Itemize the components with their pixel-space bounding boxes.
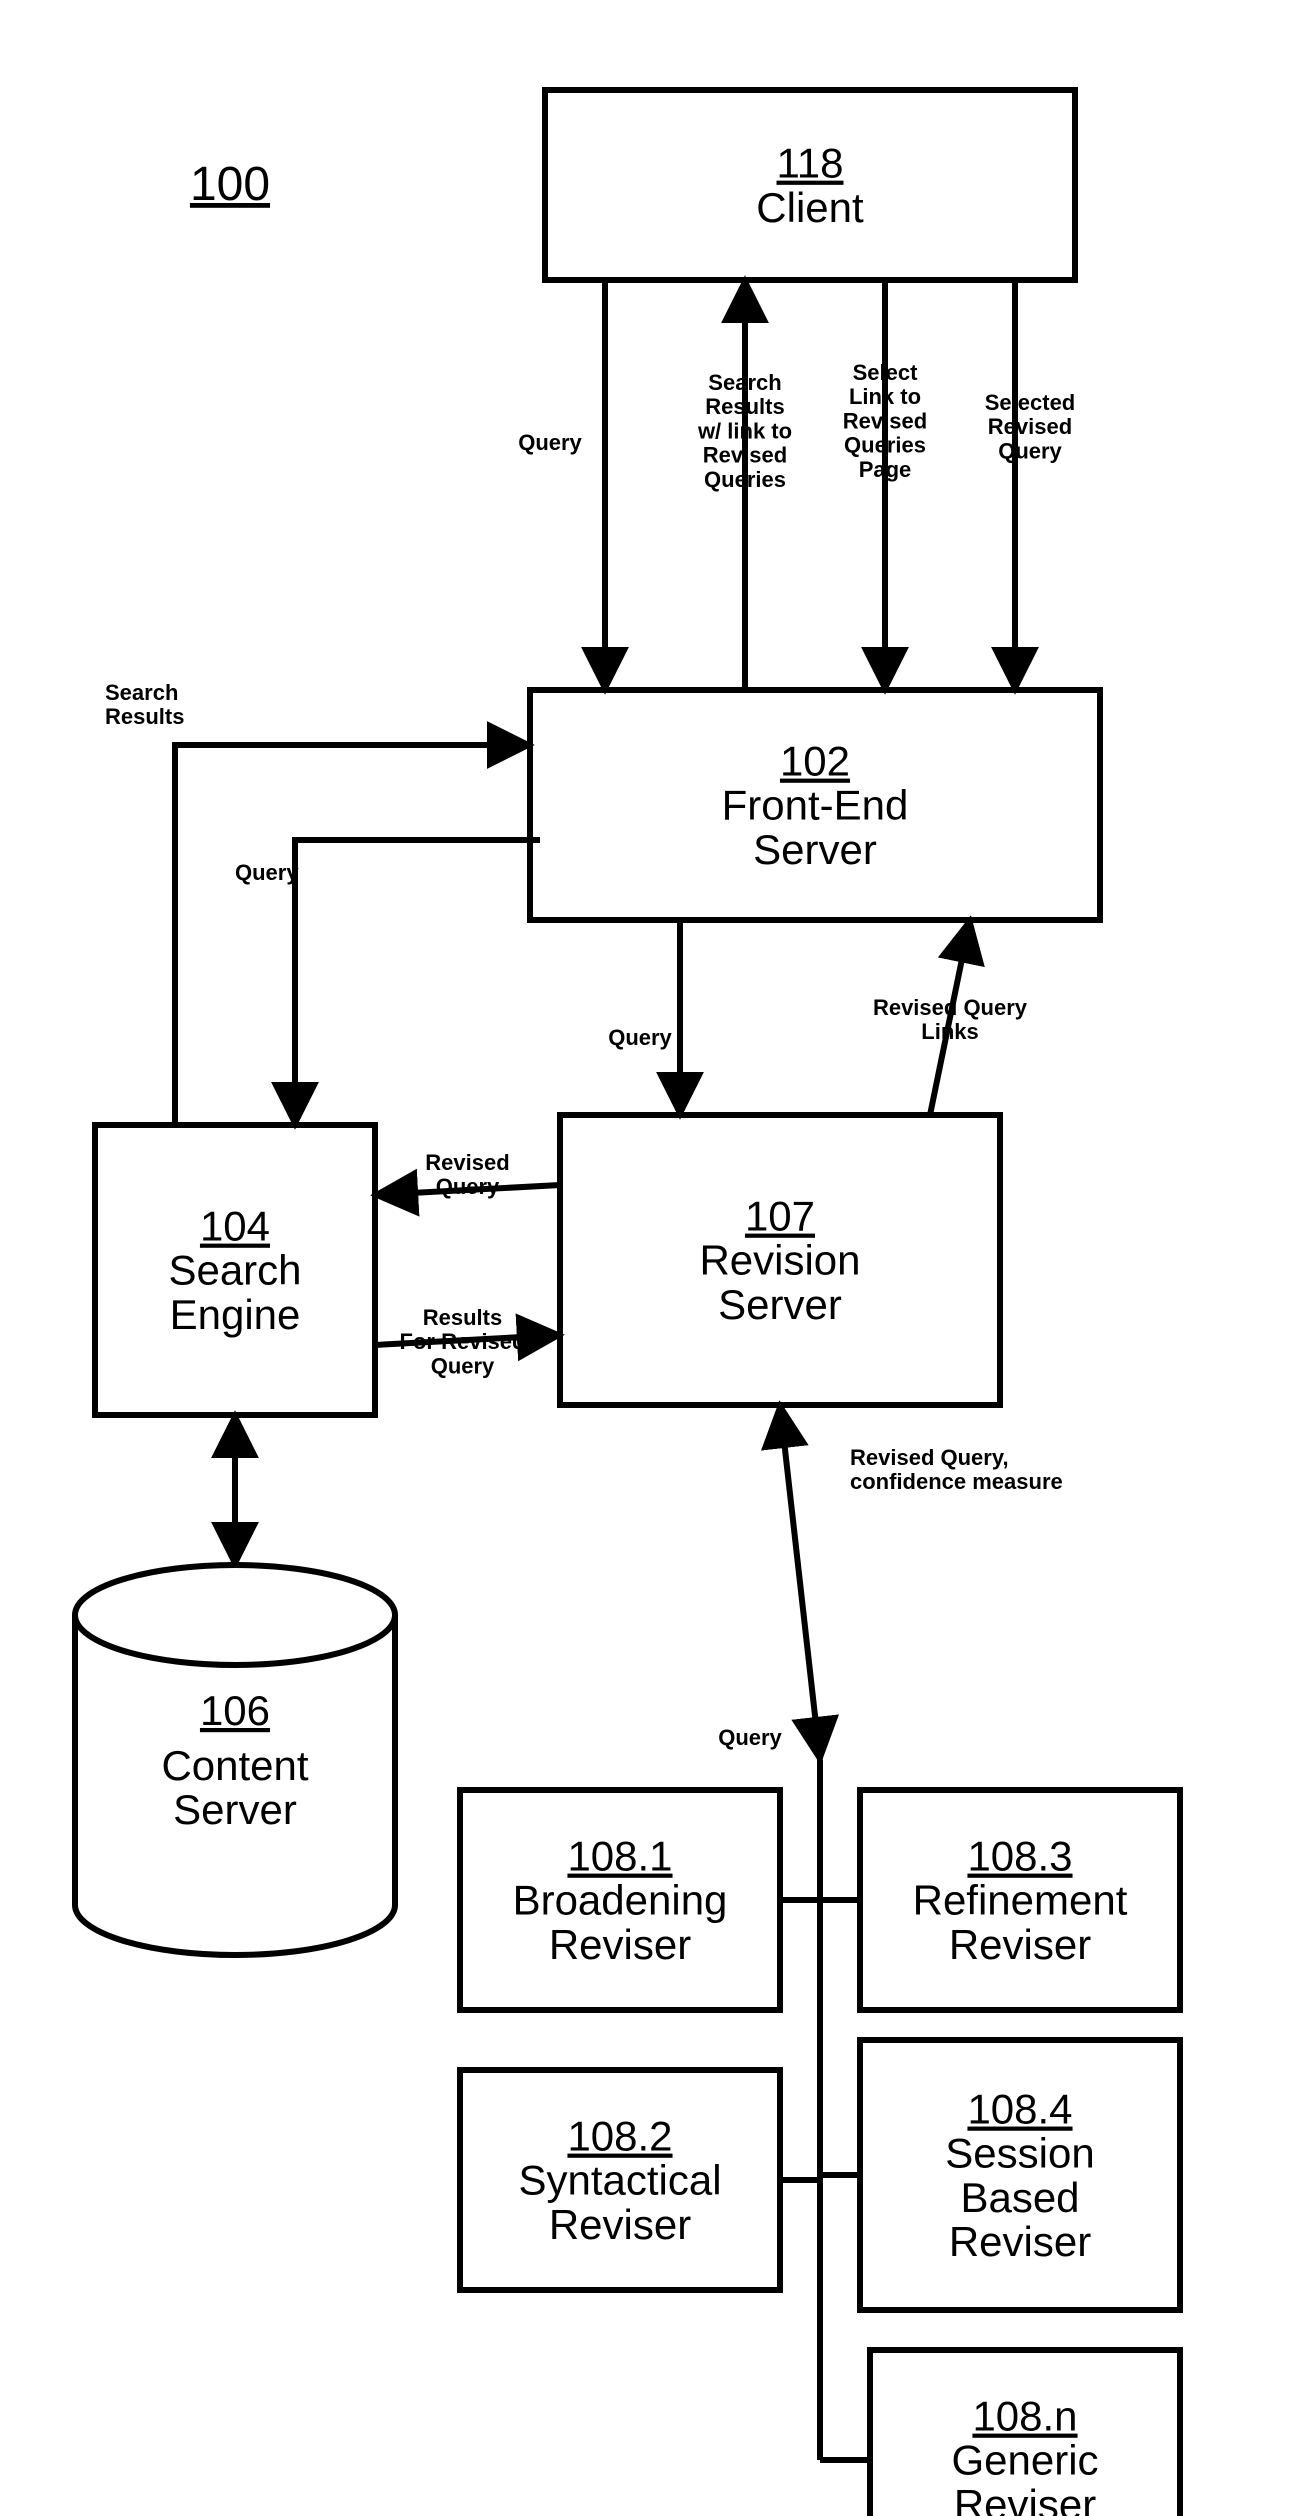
edge-query-to-se (295, 840, 540, 1125)
edge-label-e2: SearchResultsw/ link toRevisedQueries (697, 370, 792, 492)
node-text-content: ContentServer (161, 1742, 308, 1833)
node-text-rn: GenericReviser (951, 2437, 1098, 2516)
edge-label-e9: RevisedQuery (425, 1150, 509, 1199)
edge-rev-bus-top (780, 1405, 820, 1760)
edge-label-e10: ResultsFor RevisedQuery (400, 1305, 526, 1378)
figure-label: 100 (190, 158, 270, 211)
node-text-r3: RefinementReviser (913, 1877, 1128, 1968)
node-text-revision: RevisionServer (699, 1237, 860, 1328)
node-text-r4: SessionBasedReviser (945, 2130, 1094, 2265)
edge-label-e5: SearchResults (105, 680, 184, 729)
node-num-client: 118 (777, 140, 844, 187)
node-num-frontend: 102 (780, 738, 850, 785)
node-text-searchEngine: SearchEngine (168, 1247, 301, 1338)
edge-search-results (175, 745, 530, 1125)
node-num-rn: 108.n (972, 2393, 1077, 2440)
node-num-searchEngine: 104 (200, 1203, 270, 1250)
edge-label-e7: Query (608, 1025, 672, 1050)
node-num-revision: 107 (745, 1193, 815, 1240)
node-text-r1: BroadeningReviser (513, 1877, 728, 1968)
node-text-frontend: Front-EndServer (722, 782, 909, 873)
edge-label-e6: Query (235, 860, 299, 885)
edge-label-e12: Query (718, 1725, 782, 1750)
edge-label-e3: SelectLink toRevisedQueriesPage (843, 360, 927, 482)
system-diagram: 118Client 102Front-EndServer 104SearchEngi… (0, 0, 1292, 2516)
node-text-client: Client (756, 184, 864, 231)
edge-label-e8: Revised QueryLinks (873, 995, 1028, 1044)
node-text-r2: SyntacticalReviser (518, 2157, 721, 2248)
edge-label-e11: Revised Query,confidence measure (850, 1445, 1063, 1494)
node-num-r1: 108.1 (567, 1833, 672, 1880)
edge-label-e4: SelectedRevisedQuery (985, 390, 1076, 463)
node-num-r2: 108.2 (567, 2113, 672, 2160)
node-num-r4: 108.4 (967, 2086, 1072, 2133)
node-num-content: 106 (200, 1687, 270, 1734)
edge-label-e1: Query (518, 430, 582, 455)
node-num-r3: 108.3 (967, 1833, 1072, 1880)
